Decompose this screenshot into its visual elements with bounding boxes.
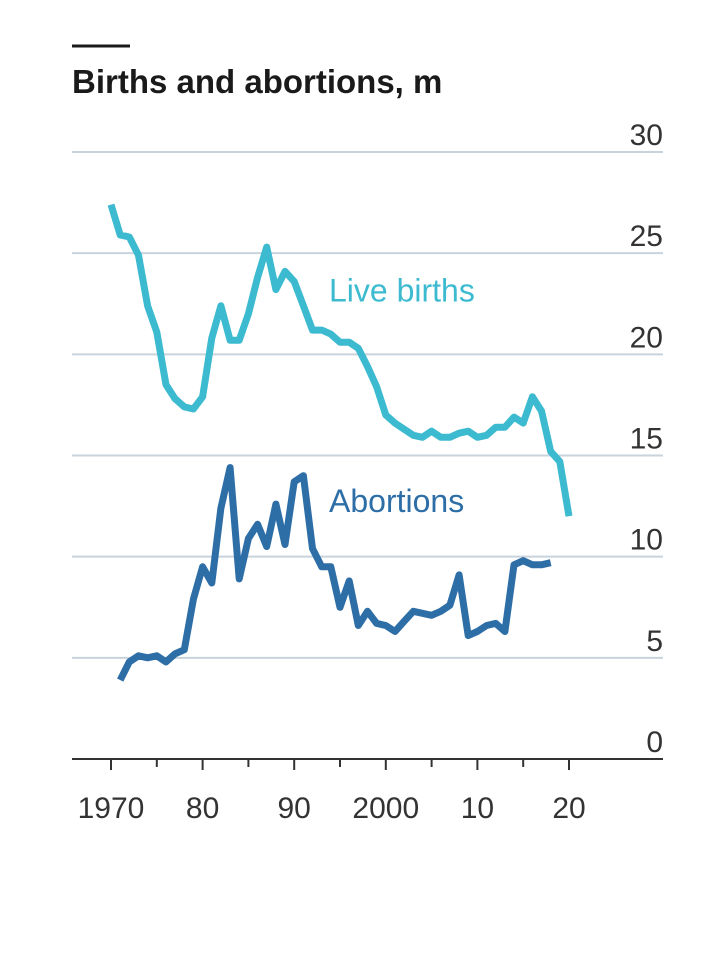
x-tick-label: 90 (278, 792, 311, 825)
chart-title: Births and abortions, m (72, 63, 442, 100)
series-label-live-births: Live births (329, 273, 475, 309)
y-tick-label: 25 (630, 220, 663, 253)
y-tick-label: 5 (646, 625, 663, 658)
grid-lines (72, 151, 663, 659)
x-axis: 1970 80 90 2000 10 20 (72, 758, 663, 825)
series-labels: Live births Abortions (329, 273, 475, 519)
y-tick-label: 0 (646, 726, 663, 759)
x-tick-label: 2000 (352, 792, 419, 825)
y-tick-label: 30 (630, 119, 663, 152)
x-tick-label: 1970 (78, 792, 145, 825)
y-tick-label: 15 (630, 423, 663, 456)
x-tick-label: 10 (461, 792, 494, 825)
y-axis-tick-labels: 0 5 10 15 20 25 30 (630, 119, 663, 759)
y-tick-label: 10 (630, 524, 663, 557)
series-label-abortions: Abortions (329, 483, 464, 519)
x-tick-label: 20 (552, 792, 585, 825)
series-line-abortions (117, 464, 552, 682)
series-lines (107, 203, 573, 682)
y-tick-label: 20 (630, 321, 663, 354)
x-tick-label: 80 (186, 792, 219, 825)
series-line-live-births (107, 203, 573, 517)
